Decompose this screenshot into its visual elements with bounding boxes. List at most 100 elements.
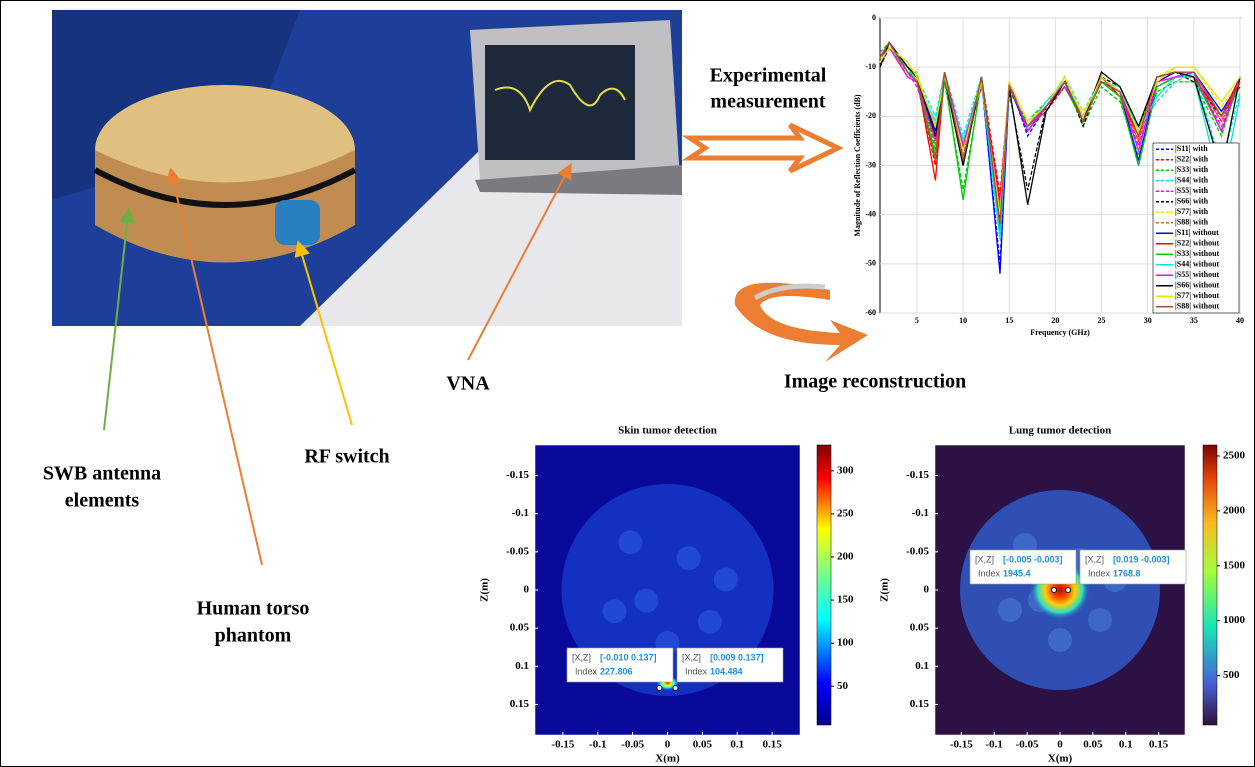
y-tick-label: -30 xyxy=(865,160,876,169)
y-tick-label: -60 xyxy=(865,308,876,317)
heatmap-image xyxy=(535,445,800,735)
speckle xyxy=(1048,628,1072,652)
datatip-index-label: Index xyxy=(1088,568,1111,578)
colorbar-label: 1500 xyxy=(1223,559,1246,571)
legend-label: |S55| with xyxy=(1175,186,1209,195)
y-tick-label: -40 xyxy=(865,209,876,218)
y-tick-label: 0.15 xyxy=(910,698,930,710)
y-tick-label: -10 xyxy=(865,62,876,71)
x-tick-label: 15 xyxy=(1005,316,1013,325)
legend-label: |S44| without xyxy=(1175,260,1220,269)
x-tick-label: 20 xyxy=(1051,316,1059,325)
datatip-index-label: Index xyxy=(978,568,1001,578)
heatmap-image xyxy=(935,445,1185,735)
legend-label: |S88| without xyxy=(1175,302,1220,311)
label: Experimental xyxy=(710,65,827,87)
datatip-index: 227.806 xyxy=(600,666,633,676)
x-axis-label: X(m) xyxy=(655,753,680,765)
y-tick-label: 0.05 xyxy=(510,622,530,634)
datatip-index-label: Index xyxy=(575,666,598,676)
y-tick-label: 0 xyxy=(524,584,530,596)
legend-label: |S66| with xyxy=(1175,197,1209,206)
datatip-point xyxy=(1066,588,1071,593)
y-tick-label: 0 xyxy=(924,584,930,596)
x-tick-label: -0.05 xyxy=(621,739,644,751)
speckle xyxy=(618,530,642,554)
y-axis-label: Z(m) xyxy=(879,578,891,602)
colorbar-label: 500 xyxy=(1223,669,1240,681)
datatip-coords: [-0.010 0.137] xyxy=(600,652,657,662)
datatip-point xyxy=(673,686,678,691)
y-axis-label: Z(m) xyxy=(479,578,491,602)
y-tick-label: -0.05 xyxy=(906,545,929,557)
datatip-point xyxy=(1052,588,1057,593)
legend-label: |S66| without xyxy=(1175,281,1220,290)
x-axis-label: Frequency (GHz) xyxy=(1030,328,1090,337)
legend-label: |S22| with xyxy=(1175,155,1209,164)
y-tick-label: 0.1 xyxy=(515,660,529,672)
x-tick-label: 5 xyxy=(915,316,919,325)
legend-label: |S44| with xyxy=(1175,176,1209,185)
x-tick-label: -0.1 xyxy=(985,739,1002,751)
speckle xyxy=(603,599,627,623)
x-tick-label: 35 xyxy=(1190,316,1198,325)
y-tick-label: -0.05 xyxy=(506,545,529,557)
label: measurement xyxy=(710,91,825,113)
heatmap-title: Skin tumor detection xyxy=(618,425,717,437)
y-axis-label: Magnitude of Reflection Coefficients (dB… xyxy=(853,94,862,237)
photo xyxy=(52,10,682,326)
legend-label: |S77| with xyxy=(1175,207,1209,216)
datatip-tag: [X,Z] xyxy=(1085,554,1104,564)
datatip-tag: [X,Z] xyxy=(682,652,701,662)
legend-label: |S55| without xyxy=(1175,270,1220,279)
legend-label: |S22| without xyxy=(1175,239,1220,248)
legend-label: |S33| without xyxy=(1175,249,1220,258)
label: SWB antenna xyxy=(43,463,161,485)
speckle xyxy=(677,546,701,570)
datatip-index-label: Index xyxy=(685,666,708,676)
y-tick-label: -0.15 xyxy=(506,469,529,481)
label: VNA xyxy=(446,373,490,395)
legend-label: |S11| with xyxy=(1175,144,1208,153)
colorbar-label: 150 xyxy=(837,594,854,606)
cycle-arrow xyxy=(735,283,868,362)
y-tick-label: -0.15 xyxy=(906,469,929,481)
datatip-coords: [0.019 -0.003] xyxy=(1113,554,1170,564)
legend-label: |S33| with xyxy=(1175,165,1209,174)
legend-label: |S77| without xyxy=(1175,291,1220,300)
datatip-coords: [0.009 0.137] xyxy=(710,652,764,662)
x-tick-label: -0.15 xyxy=(551,739,574,751)
x-tick-label: 0.1 xyxy=(1119,739,1133,751)
x-tick-label: -0.15 xyxy=(950,739,973,751)
x-tick-label: 40 xyxy=(1236,316,1244,325)
x-tick-label: 0.05 xyxy=(693,739,713,751)
heatmap-title: Lung tumor detection xyxy=(1009,425,1111,437)
x-tick-label: 0.05 xyxy=(1083,739,1103,751)
x-tick-label: 10 xyxy=(959,316,967,325)
colorbar xyxy=(817,445,831,725)
x-axis-label: X(m) xyxy=(1048,753,1073,765)
colorbar-label: 100 xyxy=(837,637,854,649)
y-tick-label: 0.1 xyxy=(915,660,929,672)
label: Image reconstruction xyxy=(784,371,966,393)
y-tick-label: -20 xyxy=(865,111,876,120)
colorbar-label: 250 xyxy=(837,507,854,519)
speckle xyxy=(714,567,738,591)
speckle xyxy=(634,589,658,613)
colorbar-label: 200 xyxy=(837,551,854,563)
legend-label: |S11| without xyxy=(1175,228,1219,237)
datatip-point xyxy=(657,686,662,691)
speckle xyxy=(1088,608,1112,632)
datatip-tag: [X,Z] xyxy=(975,554,994,564)
colorbar-label: 300 xyxy=(837,464,854,476)
datatip-tag: [X,Z] xyxy=(572,652,591,662)
label: RF switch xyxy=(304,446,389,468)
colorbar-label: 1000 xyxy=(1223,614,1246,626)
datatip-index: 1768.8 xyxy=(1113,568,1141,578)
label: phantom xyxy=(215,625,292,647)
x-tick-label: 0 xyxy=(1057,739,1063,751)
y-tick-label: 0 xyxy=(872,13,876,22)
datatip-coords: [-0.005 -0.003] xyxy=(1003,554,1063,564)
x-tick-label: 0.15 xyxy=(762,739,782,751)
x-tick-label: -0.05 xyxy=(1016,739,1039,751)
